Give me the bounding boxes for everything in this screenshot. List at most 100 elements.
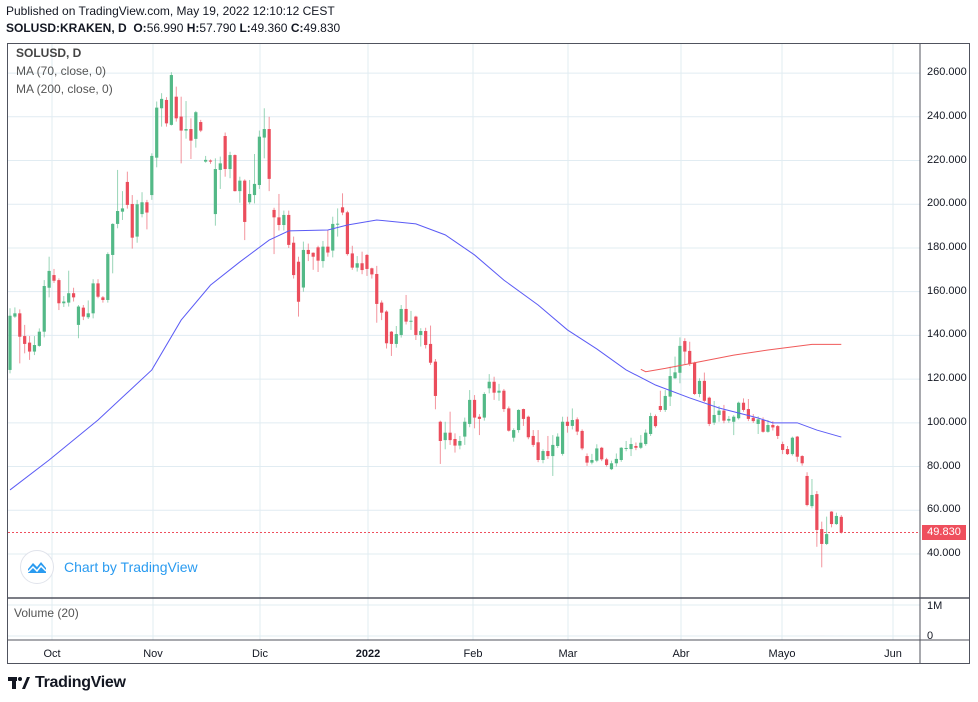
candle (18, 309, 22, 364)
candle-body (756, 419, 760, 424)
candle (125, 171, 129, 209)
candle (238, 176, 242, 203)
tradingview-logo[interactable]: TradingView (8, 674, 126, 692)
candle (169, 72, 173, 126)
candle (820, 521, 824, 568)
candle-body (546, 451, 550, 457)
candle-body (487, 381, 491, 389)
candle-body (663, 395, 667, 410)
candle-body (62, 301, 66, 304)
candle-body (458, 440, 462, 446)
tradingview-logo-icon (8, 677, 30, 689)
candle (438, 420, 442, 464)
candle-body (526, 416, 530, 438)
legend-ma200[interactable]: MA (200, close, 0) (16, 82, 113, 96)
candle-body (619, 447, 623, 461)
legend-volume[interactable]: Volume (20) (14, 606, 79, 620)
candle-body (585, 456, 589, 463)
candle (257, 130, 261, 189)
candle (815, 491, 819, 547)
watermark[interactable]: Chart by TradingView (20, 550, 198, 584)
candle (639, 435, 643, 450)
candle-body (42, 285, 46, 332)
candle (91, 279, 95, 319)
date-tick-label: 2022 (355, 648, 381, 660)
candle (756, 416, 760, 434)
ohlc-summary: SOLUSD:KRAKEN, D O:56.990 H:57.790 L:49.… (6, 21, 340, 35)
candle-body (164, 99, 169, 124)
candle (766, 419, 770, 433)
candle (839, 515, 843, 534)
candle (81, 305, 85, 321)
candle-body (86, 313, 90, 318)
low-label: L: (239, 21, 251, 35)
candle-body (560, 421, 565, 454)
candle (140, 192, 144, 218)
candle-body (208, 160, 213, 162)
candle-body (135, 204, 139, 237)
price-tick-label: 220.000 (927, 153, 967, 166)
candle (47, 256, 51, 298)
chart-frame (7, 43, 970, 664)
candle (629, 437, 633, 457)
candle-body (839, 516, 843, 533)
candle (492, 376, 496, 400)
candle (693, 361, 697, 396)
candle (604, 457, 609, 467)
candle (795, 435, 799, 462)
candle-body (707, 397, 711, 424)
candle (27, 336, 32, 360)
candle (722, 404, 726, 424)
candle (86, 300, 90, 320)
candle (101, 296, 105, 303)
candle (62, 296, 66, 307)
candle (336, 208, 340, 237)
candle-body (697, 380, 702, 394)
candle-body (639, 442, 643, 448)
candle (800, 455, 804, 466)
open-label: O: (133, 21, 147, 35)
candle-body (565, 421, 570, 426)
candle (634, 442, 638, 451)
candle-body (355, 263, 359, 268)
candle (384, 310, 389, 349)
candle (179, 96, 183, 164)
candle-body (120, 208, 125, 212)
candle-body (834, 515, 839, 525)
candle-body (463, 421, 467, 437)
price-tick-label: 80.000 (927, 459, 961, 472)
candle (272, 207, 276, 255)
candle (409, 310, 413, 330)
candle-body (482, 393, 486, 418)
candle-body (678, 345, 682, 373)
candle-body (717, 410, 721, 415)
date-tick-label: Jun (884, 648, 902, 660)
logo-text: TradingView (35, 674, 126, 691)
candle (595, 444, 599, 463)
candle-body (693, 362, 697, 394)
candle (389, 331, 394, 356)
candle-body (409, 320, 413, 322)
candle-body (507, 408, 511, 431)
candle-body (370, 268, 374, 275)
candle (292, 236, 296, 279)
legend-ma70[interactable]: MA (70, close, 0) (16, 64, 107, 78)
candle (189, 118, 193, 159)
candle (781, 441, 785, 455)
candle (707, 396, 711, 427)
candle-body (424, 331, 428, 346)
candle (458, 435, 462, 450)
candle-body (32, 345, 37, 352)
candle-body (516, 409, 521, 431)
candle-body (174, 96, 178, 119)
candle (663, 390, 667, 412)
candle-body (13, 313, 17, 317)
candle (717, 406, 721, 422)
candle-body (106, 254, 110, 300)
candle (609, 460, 614, 471)
candle-body (292, 242, 296, 276)
candle (619, 447, 623, 462)
candle (531, 430, 535, 447)
candle (360, 251, 364, 275)
